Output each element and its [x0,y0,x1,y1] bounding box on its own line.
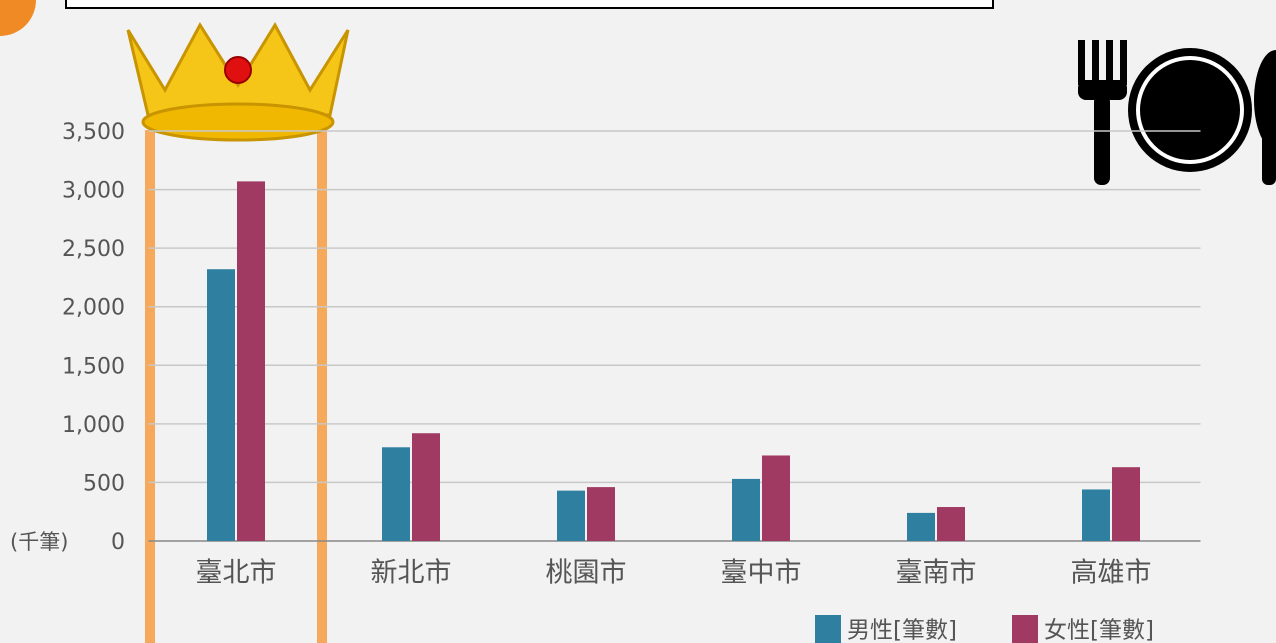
y-tick-label: 0 [111,530,125,555]
x-tick-label: 臺南市 [896,558,977,589]
legend-label: 男性[筆數] [847,618,957,643]
y-tick-label: 1,500 [62,354,125,379]
x-tick-label: 高雄市 [1071,558,1152,589]
legend-swatch [815,615,841,643]
bar [587,487,615,541]
bar [1112,467,1140,541]
bar [732,478,760,541]
corner-badge [0,0,36,36]
bar [1082,489,1110,541]
y-tick-label: 1,000 [62,413,125,438]
y-tick-label: 3,500 [62,120,125,145]
bar [207,269,235,541]
bar [762,455,790,541]
legend-swatch [1012,615,1038,643]
cutlery-icon [1078,40,1276,185]
x-tick-label: 臺中市 [721,558,802,589]
y-tick-label: 3,000 [62,179,125,204]
bar [412,433,440,541]
x-tick-label: 臺北市 [196,558,277,589]
x-tick-label: 新北市 [371,558,452,589]
legend-label: 女性[筆數] [1044,618,1154,643]
y-tick-label: 2,000 [62,296,125,321]
y-axis-label: (千筆) [10,530,68,554]
bar [237,181,265,541]
y-tick-label: 2,500 [62,237,125,262]
bar [937,507,965,541]
bar [382,447,410,541]
x-tick-label: 桃園市 [546,558,627,589]
y-tick-label: 500 [83,471,125,496]
bar [907,512,935,541]
title-box [65,0,994,9]
bar [557,490,585,541]
